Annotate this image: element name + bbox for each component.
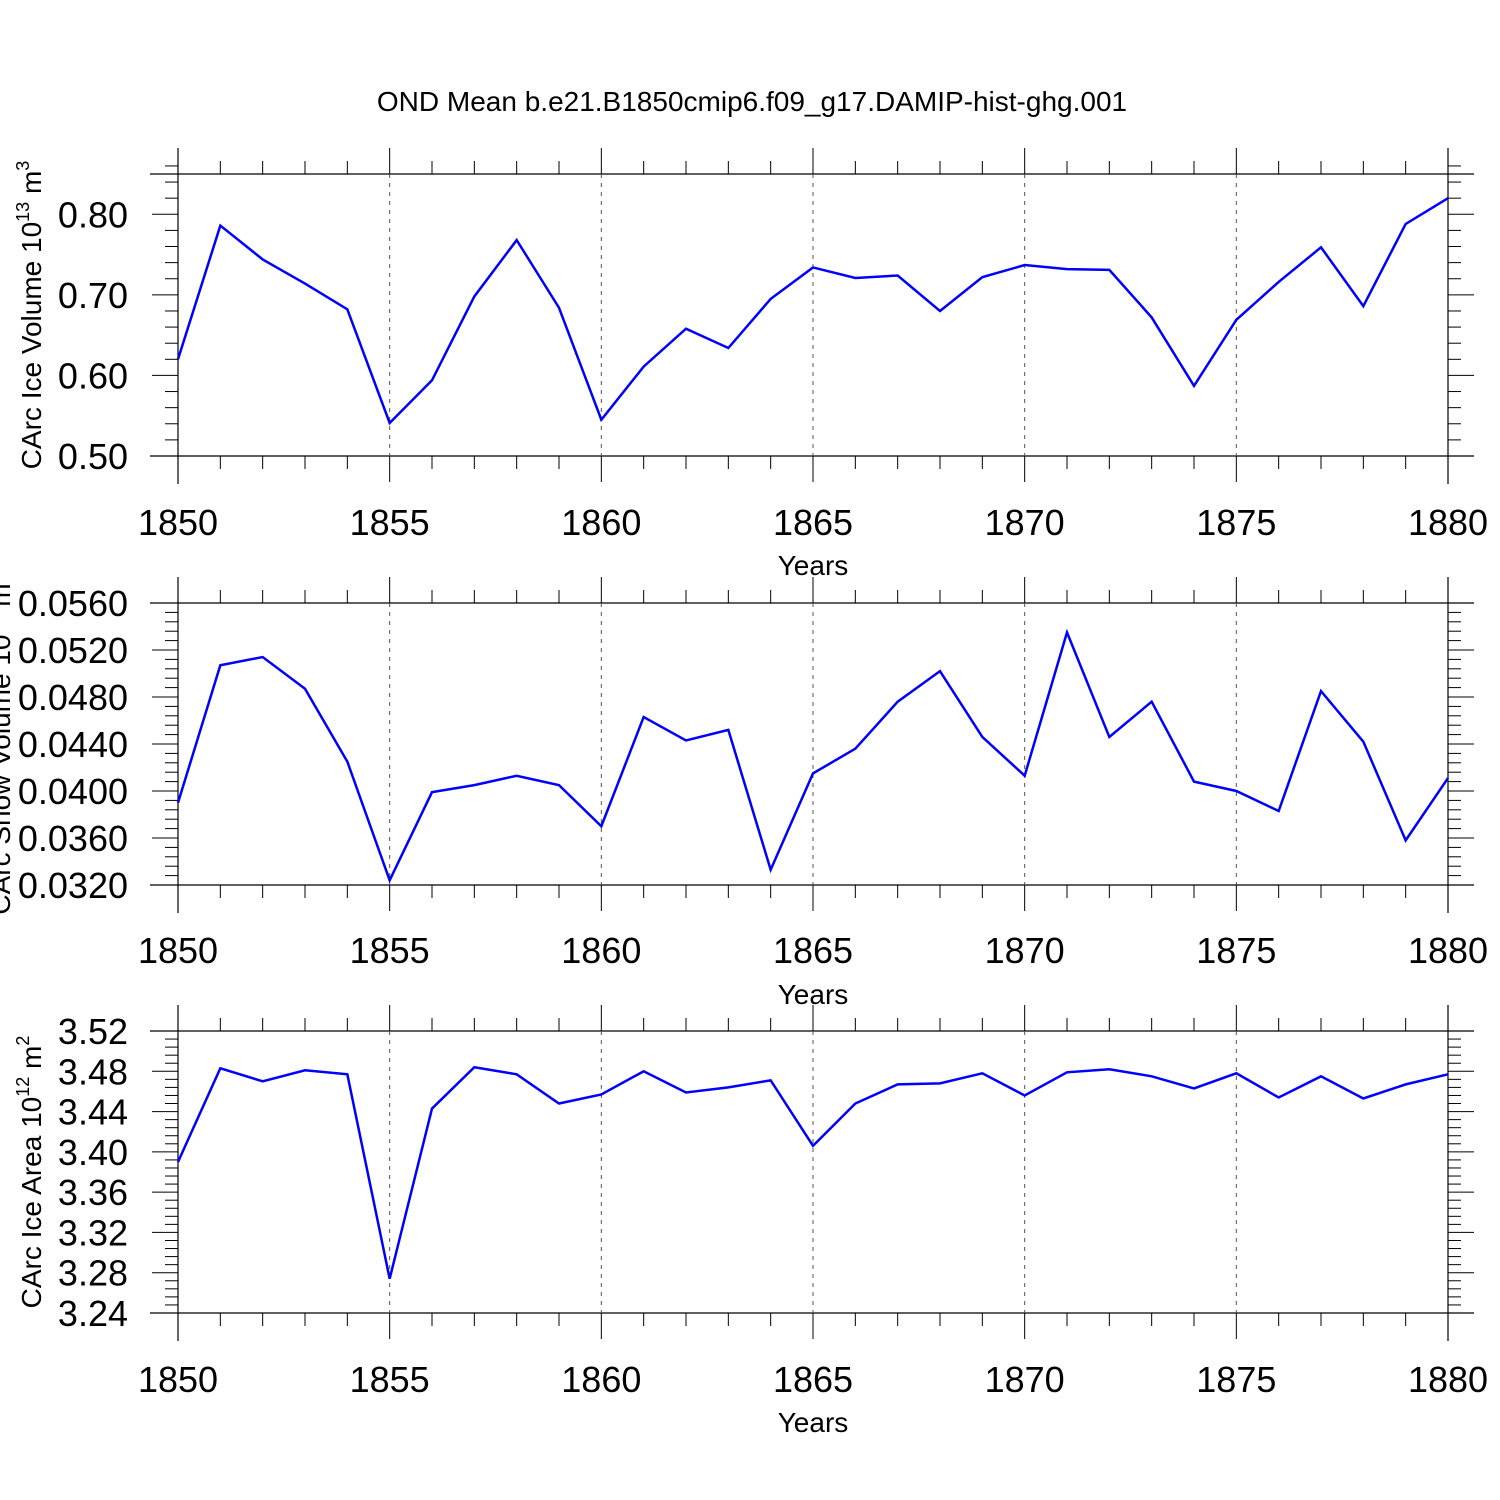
x-axis-title: Years [778, 550, 849, 581]
x-tick-label: 1850 [138, 1359, 218, 1400]
x-tick-label: 1855 [350, 930, 430, 971]
x-tick-label: 1855 [350, 502, 430, 543]
x-tick-label: 1865 [773, 1359, 853, 1400]
y-tick-label: 3.36 [58, 1172, 128, 1213]
panel-ice-area: 1850 1855 1860 1865 1870 1875 1880 Years 3.243.2… [13, 1005, 1488, 1438]
x-tick-label: 1870 [985, 930, 1065, 971]
y-tick-label: 0.0360 [18, 818, 128, 859]
series-line-snow-volume [176, 628, 1450, 884]
x-tick-label: 1860 [561, 1359, 641, 1400]
y-tick-label: 0.70 [58, 275, 128, 316]
chart-title: OND Mean b.e21.B1850cmip6.f09_g17.DAMIP-… [377, 86, 1127, 117]
y-tick-label: 0.0320 [18, 865, 128, 906]
series-line-ice-volume [176, 197, 1449, 426]
x-tick-label: 1880 [1408, 502, 1488, 543]
y-tick-label: 0.0480 [18, 677, 128, 718]
x-axis-title: Years [778, 1407, 849, 1438]
y-axis-title: CArc Snow Volume 1013 m3 [0, 573, 16, 914]
y-tick-label: 3.52 [58, 1011, 128, 1052]
x-tick-label: 1875 [1196, 1359, 1276, 1400]
x-tick-label: 1850 [138, 502, 218, 543]
panel-snow-volume: 1850 1855 1860 1865 1870 1875 1880 Years 0.0320 0… [0, 573, 1488, 1010]
x-tick-label: 1865 [773, 502, 853, 543]
x-tick-label: 1870 [985, 1359, 1065, 1400]
y-tick-label: 0.0560 [18, 583, 128, 624]
y-tick-label: 0.0440 [18, 724, 128, 765]
series-line-ice-area [176, 1065, 1449, 1280]
y-tick-label: 0.50 [58, 436, 128, 477]
x-tick-label: 1860 [561, 502, 641, 543]
y-tick-label: 3.24 [58, 1293, 128, 1334]
y-tick-label: 0.60 [58, 355, 128, 396]
y-tick-label: 3.28 [58, 1253, 128, 1294]
x-tick-label: 1880 [1408, 1359, 1488, 1400]
x-tick-label: 1875 [1196, 502, 1276, 543]
x-tick-label: 1855 [350, 1359, 430, 1400]
x-tick-label: 1865 [773, 930, 853, 971]
x-tick-label: 1875 [1196, 930, 1276, 971]
y-axis-title: CArc Ice Volume 1013 m3 [13, 161, 47, 470]
x-axis-title: Years [778, 979, 849, 1010]
panel-ice-volume: 1850 1855 1860 1865 1870 1875 1880 Years 0.50 0.6… [13, 148, 1488, 581]
y-tick-label: 3.40 [58, 1132, 128, 1173]
y-tick-label: 3.44 [58, 1092, 128, 1133]
x-tick-label: 1870 [985, 502, 1065, 543]
y-tick-label: 3.32 [58, 1212, 128, 1253]
x-tick-label: 1880 [1408, 930, 1488, 971]
x-tick-label: 1850 [138, 930, 218, 971]
y-tick-label: 0.0400 [18, 771, 128, 812]
y-tick-label: 3.48 [58, 1051, 128, 1092]
y-tick-label: 0.80 [58, 194, 128, 235]
y-tick-label: 0.0520 [18, 630, 128, 671]
y-axis-title: CArc Ice Area 1012 m2 [13, 1036, 47, 1309]
x-tick-label: 1860 [561, 930, 641, 971]
